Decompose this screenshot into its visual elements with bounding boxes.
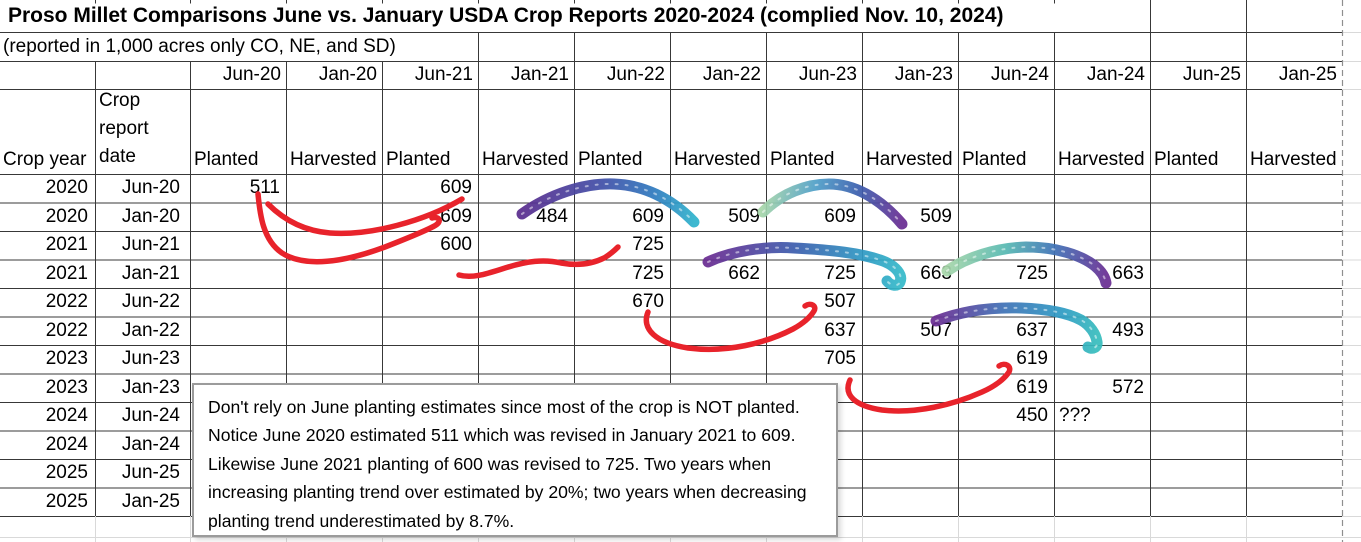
report-date-cell[interactable]: Jun-22 bbox=[121, 291, 180, 313]
report-date-cell[interactable]: Jan-25 bbox=[121, 490, 180, 512]
value-cell[interactable]: 609 bbox=[824, 205, 856, 227]
year-cell[interactable]: 2025 bbox=[45, 490, 88, 512]
subheader-11[interactable]: Harvested bbox=[1250, 149, 1337, 170]
value-cell[interactable]: 725 bbox=[1016, 262, 1048, 284]
value-cell[interactable]: 509 bbox=[728, 205, 760, 227]
subheader-5[interactable]: Harvested bbox=[674, 149, 761, 170]
subheader-9[interactable]: Harvested bbox=[1058, 149, 1145, 170]
report-date-cell[interactable]: Jun-25 bbox=[121, 462, 180, 484]
date-header-Jan-24[interactable]: Jan-24 bbox=[1086, 64, 1145, 85]
value-cell[interactable]: 725 bbox=[824, 262, 856, 284]
report-date-cell[interactable]: Jan-22 bbox=[121, 319, 180, 341]
subheader-4[interactable]: Planted bbox=[578, 149, 643, 170]
value-cell[interactable]: 493 bbox=[1112, 319, 1144, 341]
value-cell[interactable]: 662 bbox=[728, 262, 760, 284]
value-cell[interactable]: 670 bbox=[632, 291, 664, 313]
year-cell[interactable]: 2022 bbox=[45, 291, 88, 313]
date-header-Jan-25[interactable]: Jan-25 bbox=[1278, 64, 1337, 85]
date-header-Jan-21[interactable]: Jan-21 bbox=[510, 64, 569, 85]
report-date-cell[interactable]: Jan-23 bbox=[121, 376, 180, 398]
date-header-Jan-20[interactable]: Jan-20 bbox=[318, 64, 377, 85]
year-cell[interactable]: 2022 bbox=[45, 319, 88, 341]
note-textbox[interactable]: Don't rely on June planting estimates si… bbox=[192, 383, 838, 537]
date-header-Jun-24[interactable]: Jun-24 bbox=[990, 64, 1049, 85]
year-cell[interactable]: 2025 bbox=[45, 462, 88, 484]
sheet-title[interactable]: Proso Millet Comparisons June vs. Januar… bbox=[8, 4, 1004, 27]
value-cell[interactable]: 600 bbox=[440, 234, 472, 256]
value-cell[interactable]: 484 bbox=[536, 205, 568, 227]
report-date-cell[interactable]: Jan-24 bbox=[121, 433, 180, 455]
subheader-1[interactable]: Harvested bbox=[290, 149, 377, 170]
value-cell[interactable]: 572 bbox=[1112, 376, 1144, 398]
value-cell[interactable]: 725 bbox=[632, 262, 664, 284]
value-cell[interactable]: 619 bbox=[1016, 348, 1048, 370]
value-cell[interactable]: 509 bbox=[920, 205, 952, 227]
subheader-3[interactable]: Harvested bbox=[482, 149, 569, 170]
value-cell[interactable]: 507 bbox=[824, 291, 856, 313]
subheader-10[interactable]: Planted bbox=[1154, 149, 1219, 170]
subheader-7[interactable]: Harvested bbox=[866, 149, 953, 170]
report-date-cell[interactable]: Jun-23 bbox=[121, 348, 180, 370]
value-cell[interactable]: 511 bbox=[249, 177, 280, 199]
value-cell[interactable]: 609 bbox=[440, 205, 472, 227]
sheet-subtitle[interactable]: (reported in 1,000 acres only CO, NE, an… bbox=[3, 35, 396, 57]
date-header-Jan-23[interactable]: Jan-23 bbox=[894, 64, 953, 85]
value-cell[interactable]: 450 bbox=[1016, 405, 1048, 427]
value-cell[interactable]: 663 bbox=[1112, 262, 1144, 284]
report-date-label[interactable]: Crop report date bbox=[99, 90, 149, 167]
value-cell[interactable]: 507 bbox=[920, 319, 952, 341]
value-cell[interactable]: 705 bbox=[824, 348, 856, 370]
value-cell[interactable]: 609 bbox=[632, 205, 664, 227]
value-cell[interactable]: 637 bbox=[1016, 319, 1048, 341]
date-header-Jun-22[interactable]: Jun-22 bbox=[606, 64, 665, 85]
year-cell[interactable]: 2020 bbox=[45, 205, 88, 227]
value-cell[interactable]: 637 bbox=[824, 319, 856, 341]
value-cell[interactable]: 619 bbox=[1016, 376, 1048, 398]
report-date-cell[interactable]: Jan-20 bbox=[121, 205, 180, 227]
report-date-cell[interactable]: Jun-20 bbox=[121, 177, 180, 199]
value-cell[interactable]: 725 bbox=[632, 234, 664, 256]
value-cell[interactable]: 609 bbox=[440, 177, 472, 199]
year-cell[interactable]: 2024 bbox=[45, 405, 88, 427]
date-header-Jan-22[interactable]: Jan-22 bbox=[702, 64, 761, 85]
subheader-0[interactable]: Planted bbox=[194, 149, 259, 170]
year-cell[interactable]: 2021 bbox=[45, 262, 88, 284]
year-cell[interactable]: 2020 bbox=[45, 177, 88, 199]
crop-year-label[interactable]: Crop year bbox=[3, 149, 87, 170]
year-cell[interactable]: 2023 bbox=[45, 348, 88, 370]
year-cell[interactable]: 2024 bbox=[45, 433, 88, 455]
subheader-2[interactable]: Planted bbox=[386, 149, 451, 170]
note-text: Don't rely on June planting estimates si… bbox=[208, 397, 807, 531]
year-cell[interactable]: 2023 bbox=[45, 376, 88, 398]
report-date-cell[interactable]: Jun-21 bbox=[121, 234, 180, 256]
value-cell[interactable]: 663 bbox=[920, 262, 952, 284]
date-header-Jun-21[interactable]: Jun-21 bbox=[414, 64, 473, 85]
report-date-cell[interactable]: Jun-24 bbox=[121, 405, 180, 427]
value-cell[interactable]: ??? bbox=[1059, 405, 1091, 427]
year-cell[interactable]: 2021 bbox=[45, 234, 88, 256]
report-date-cell[interactable]: Jan-21 bbox=[121, 262, 180, 284]
subheader-6[interactable]: Planted bbox=[770, 149, 835, 170]
subheader-8[interactable]: Planted bbox=[962, 149, 1027, 170]
date-header-Jun-23[interactable]: Jun-23 bbox=[798, 64, 857, 85]
date-header-Jun-20[interactable]: Jun-20 bbox=[222, 64, 281, 85]
date-header-Jun-25[interactable]: Jun-25 bbox=[1182, 64, 1241, 85]
